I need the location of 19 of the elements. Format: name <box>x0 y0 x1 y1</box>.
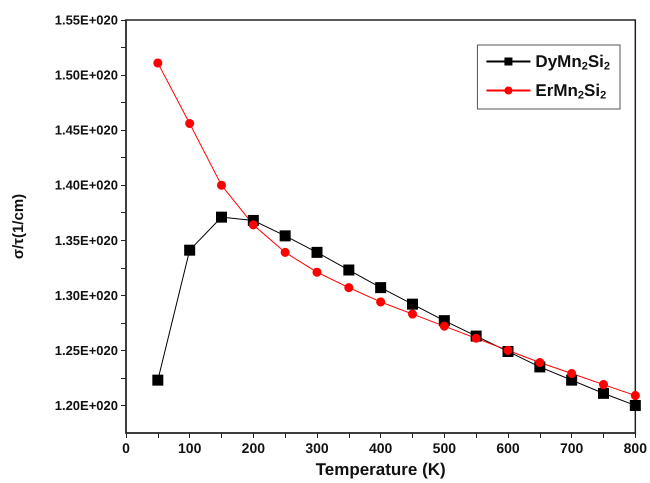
y-tick-label: 1.50E+020 <box>54 68 118 83</box>
x-tick-label: 600 <box>496 440 520 456</box>
x-tick-label: 400 <box>368 440 393 456</box>
x-tick-label: 800 <box>624 440 648 456</box>
x-tick-label: 100 <box>178 440 202 456</box>
y-tick-label: 1.40E+020 <box>54 178 118 193</box>
y-tick-label: 1.45E+020 <box>54 122 118 138</box>
x-tick-label: 0 <box>122 440 130 456</box>
y-tick-label: 1.35E+020 <box>54 232 118 248</box>
x-axis-title: Temperature (K) <box>316 460 446 479</box>
x-tick-label: 500 <box>432 440 456 456</box>
y-tick-label: 1.25E+020 <box>54 342 118 358</box>
y-tick-label: 1.20E+020 <box>54 398 118 413</box>
x-tick-label: 200 <box>242 440 266 456</box>
x-tick-label: 700 <box>560 440 584 456</box>
y-tick-label: 1.30E+020 <box>54 288 118 303</box>
x-tick-label: 300 <box>305 440 329 456</box>
y-axis-title: σ/τ(1/cm) <box>10 194 27 260</box>
y-tick-label: 1.55E+020 <box>54 12 118 28</box>
